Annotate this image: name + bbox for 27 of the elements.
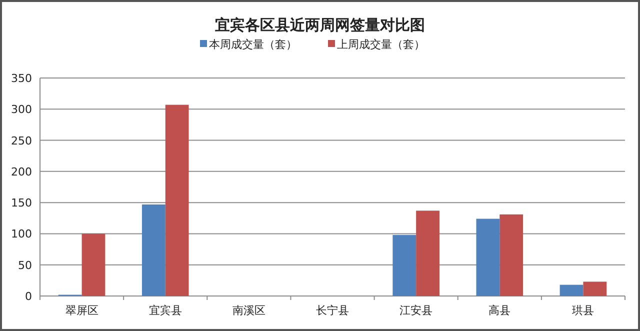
bar bbox=[560, 284, 584, 296]
x-tick-label: 翠屏区 bbox=[65, 304, 98, 317]
x-tick-label: 珙县 bbox=[572, 304, 594, 317]
legend-label: 本周成交量（套） bbox=[209, 38, 297, 51]
y-tick-label: 350 bbox=[11, 72, 32, 85]
y-tick-label: 300 bbox=[11, 103, 32, 116]
y-tick-label: 200 bbox=[11, 165, 32, 178]
x-tick-label: 长宁县 bbox=[316, 304, 349, 317]
y-tick-label: 150 bbox=[11, 196, 32, 210]
legend-label: 上周成交量（套） bbox=[337, 38, 425, 51]
x-tick-label: 高县 bbox=[488, 304, 511, 317]
bar bbox=[142, 204, 166, 296]
x-tick-label: 江安县 bbox=[400, 304, 433, 317]
x-tick-label: 宜宾县 bbox=[148, 304, 182, 317]
bar bbox=[392, 234, 416, 296]
bar bbox=[165, 104, 189, 296]
y-tick-label: 100 bbox=[11, 228, 32, 241]
chart-title: 宜宾各区县近两周网签量对比图 bbox=[215, 16, 425, 34]
bar bbox=[500, 214, 524, 296]
bar bbox=[416, 210, 440, 296]
y-tick-label: 50 bbox=[18, 258, 32, 272]
bar bbox=[583, 282, 607, 296]
y-tick-label: 0 bbox=[25, 290, 32, 303]
bar bbox=[476, 218, 500, 296]
x-tick-label: 南溪区 bbox=[232, 304, 266, 317]
bar bbox=[82, 234, 106, 296]
y-tick-label: 250 bbox=[11, 134, 32, 148]
